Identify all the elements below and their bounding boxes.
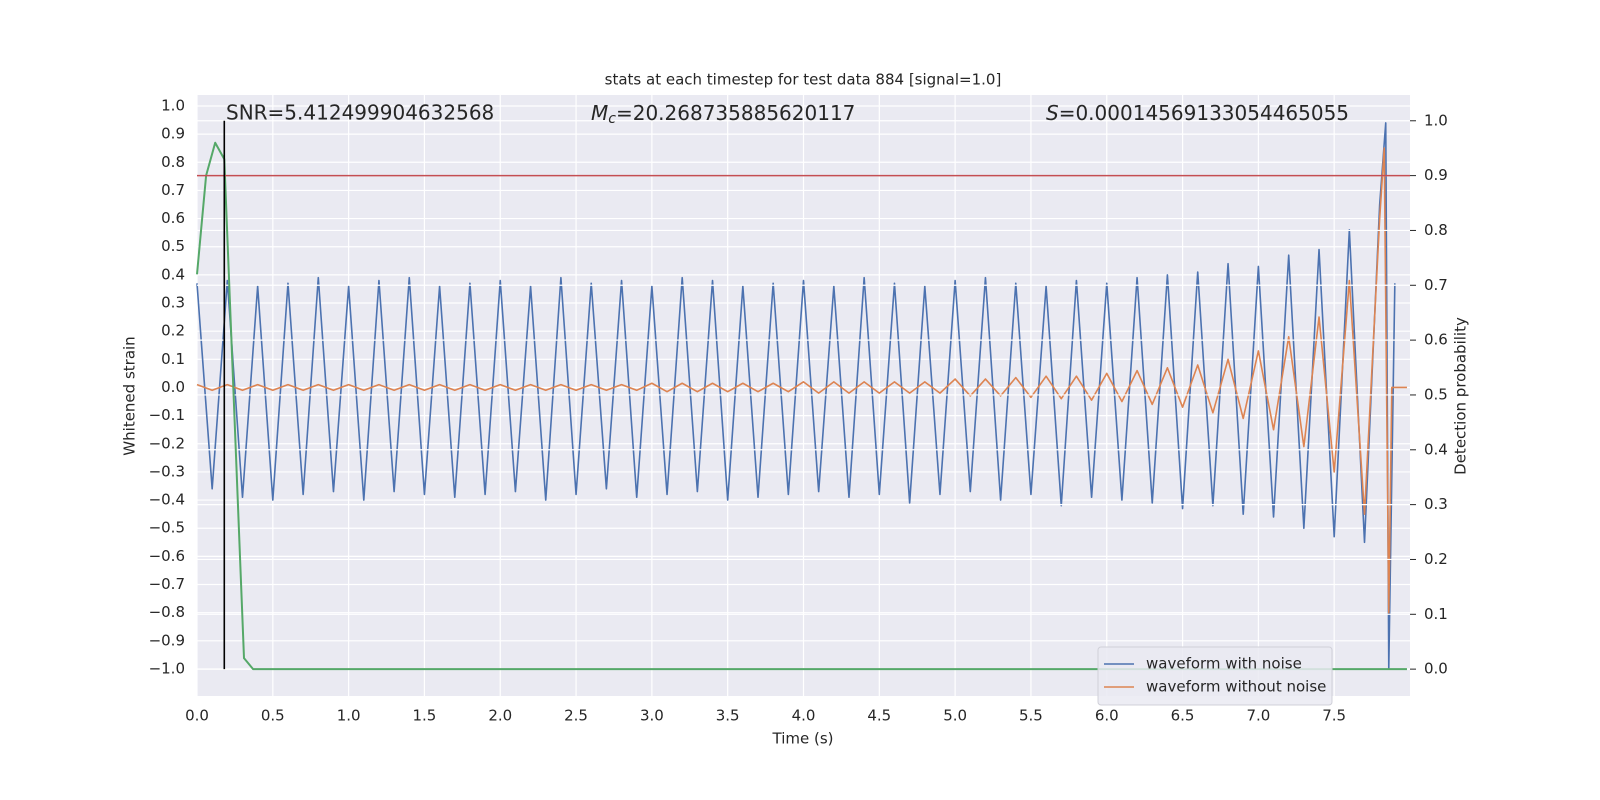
y-tick-label: −0.5 <box>149 519 185 537</box>
y-tick-label: 0.8 <box>161 153 185 171</box>
x-tick-label: 1.0 <box>337 707 361 725</box>
legend-box <box>1097 646 1333 706</box>
annotation-symbol: M <box>591 101 608 125</box>
legend-label: waveform without noise <box>1146 678 1326 696</box>
y2-axis-label: Detection probability <box>1452 317 1470 475</box>
annotation-value: =20.268735885620117 <box>616 101 855 125</box>
y2-tick-label: 0.6 <box>1424 331 1448 349</box>
y2-tick-label: 0.5 <box>1424 385 1448 403</box>
x-tick-label: 1.5 <box>413 707 437 725</box>
y-tick-label: −0.1 <box>149 406 185 424</box>
legend: waveform with noise waveform without nois… <box>1097 646 1333 706</box>
annotation-symbol: S <box>1046 101 1059 125</box>
y-tick-label: 0.4 <box>161 265 185 283</box>
y-tick-label: 1.0 <box>161 96 185 114</box>
annotation: S=0.00014569133054465055 <box>1046 101 1349 125</box>
x-tick-label: 4.5 <box>867 707 891 725</box>
x-axis-label: Time (s) <box>772 730 834 748</box>
x-tick-label: 2.5 <box>564 707 588 725</box>
y2-tick-label: 0.9 <box>1424 166 1448 184</box>
y-tick-label: 0.9 <box>161 125 185 143</box>
y-tick-label: 0.1 <box>161 350 185 368</box>
x-tick-label: 6.5 <box>1171 707 1195 725</box>
y-tick-label: −0.9 <box>149 631 185 649</box>
annotation: Mc=20.268735885620117 <box>591 101 855 128</box>
x-tick-label: 2.0 <box>488 707 512 725</box>
y-tick-label: −0.6 <box>149 547 185 565</box>
y2-tick-label: 0.1 <box>1424 605 1448 623</box>
y2-tick-label: 0.4 <box>1424 440 1448 458</box>
y-tick-label: −0.8 <box>149 603 185 621</box>
y2-tick-label: 0.3 <box>1424 495 1448 513</box>
x-tick-label: 5.5 <box>1019 707 1043 725</box>
y2-tick-label: 0.7 <box>1424 276 1448 294</box>
y-tick-label: 0.2 <box>161 322 185 340</box>
y-tick-label: −0.2 <box>149 434 185 452</box>
y-tick-label: −1.0 <box>149 659 185 677</box>
chart-title: stats at each timestep for test data 884… <box>605 71 1002 89</box>
y-tick-label: −0.7 <box>149 575 185 593</box>
annotation-value: =0.00014569133054465055 <box>1059 101 1349 125</box>
x-tick-label: 6.0 <box>1095 707 1119 725</box>
y-axis-label: Whitened strain <box>121 336 139 455</box>
annotation-subscript: c <box>608 111 616 127</box>
x-tick-label: 5.0 <box>943 707 967 725</box>
x-tick-label: 7.0 <box>1246 707 1270 725</box>
annotation: SNR=5.412499904632568 <box>226 101 494 125</box>
secondary-layer <box>196 120 1410 671</box>
y-tick-label: 0.7 <box>161 181 185 199</box>
x-tick-label: 3.0 <box>640 707 664 725</box>
y-tick-label: 0.6 <box>161 209 185 227</box>
y-tick-label: −0.4 <box>149 491 185 509</box>
x-tick-label: 3.5 <box>716 707 740 725</box>
y2-tick-label: 0.0 <box>1424 660 1448 678</box>
y-tick-label: −0.3 <box>149 462 185 480</box>
y2-tick-label: 0.2 <box>1424 550 1448 568</box>
y2-tick-label: 1.0 <box>1424 111 1448 129</box>
y-tick-label: 0.0 <box>161 378 185 396</box>
x-tick-label: 4.0 <box>792 707 816 725</box>
y-tick-label: 0.3 <box>161 294 185 312</box>
x-tick-label: 0.0 <box>185 707 209 725</box>
legend-label: waveform with noise <box>1146 655 1302 673</box>
series-line <box>196 147 1407 614</box>
y-tick-label: 0.5 <box>161 237 185 255</box>
x-tick-label: 0.5 <box>261 707 285 725</box>
x-tick-label: 7.5 <box>1322 707 1346 725</box>
y2-tick-label: 0.8 <box>1424 221 1448 239</box>
